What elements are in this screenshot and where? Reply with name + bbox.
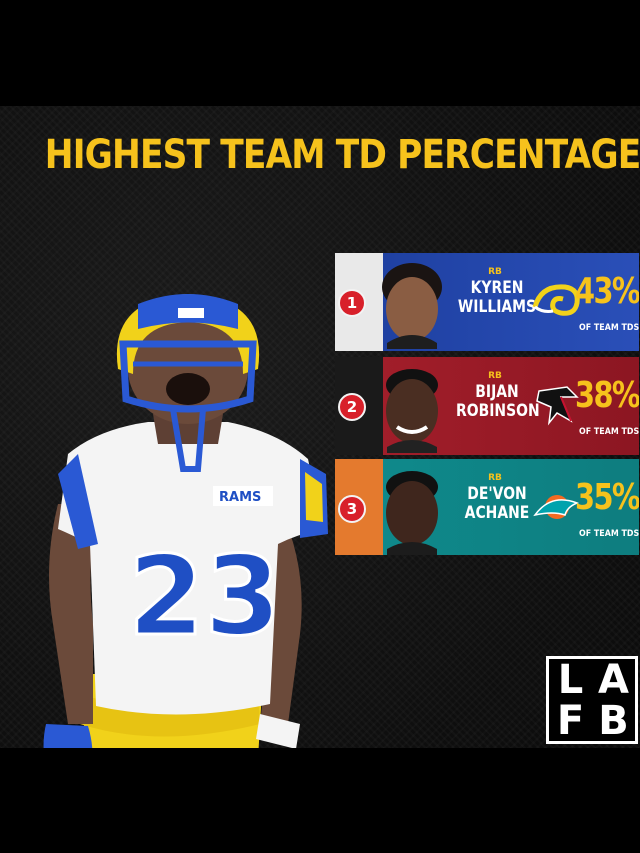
rank-badge: 3	[338, 495, 366, 523]
percentage-subtitle: OF TEAM TDS	[579, 427, 639, 437]
brand-logo-letter: B	[598, 697, 629, 744]
player-headshot	[382, 263, 442, 349]
jersey-number: 23	[128, 532, 281, 660]
graphic-canvas: HIGHEST TEAM TD PERCENTAGE 23 RAMS	[0, 106, 640, 748]
rank-badge: 1	[338, 289, 366, 317]
row-background	[335, 357, 639, 455]
row-background	[335, 459, 639, 555]
player-headshot	[386, 471, 438, 555]
brand-logo: L A F B	[546, 656, 638, 744]
player-last-name: ACHANE	[464, 503, 530, 523]
ranking-row-3: 3 RB DE'VON ACHANE 35% OF TEAM TDS	[335, 459, 639, 555]
brand-logo-letter: L	[557, 656, 584, 703]
percentage-subtitle: OF TEAM TDS	[579, 323, 639, 333]
player-last-name: WILLIAMS	[457, 297, 537, 317]
brand-logo-letter: A	[598, 656, 629, 703]
ranking-row-1: 1 RB KYREN WILLIAMS 43% OF TEAM TDS	[335, 253, 639, 351]
player-illustration: 23 RAMS	[43, 294, 328, 748]
player-last-name: ROBINSON	[456, 401, 540, 421]
percentage-subtitle: OF TEAM TDS	[579, 529, 639, 539]
player-position: RB	[488, 371, 502, 381]
player-name: DE'VON ACHANE	[456, 485, 538, 523]
td-percentage: 35%	[575, 477, 639, 518]
headline: HIGHEST TEAM TD PERCENTAGE	[44, 132, 640, 178]
player-name: BIJAN ROBINSON	[456, 382, 540, 421]
dolphin-logo-icon	[533, 495, 580, 519]
player-position: RB	[488, 473, 502, 483]
rank-badge: 2	[338, 393, 366, 421]
player-headshot	[386, 369, 438, 453]
player-first-name: DE'VON	[467, 484, 527, 504]
brand-logo-letter: F	[556, 697, 585, 744]
td-percentage: 38%	[575, 375, 639, 416]
rams-horn-logo-icon	[532, 284, 580, 316]
jersey-team-text: RAMS	[219, 490, 261, 505]
player-name: KYREN WILLIAMS	[456, 279, 538, 317]
player-first-name: BIJAN	[475, 382, 519, 402]
player-position: RB	[488, 267, 502, 277]
player-first-name: KYREN	[470, 278, 524, 298]
ranking-panel: 1 RB KYREN WILLIAMS 43% OF TEAM TDS 2	[335, 253, 639, 555]
td-percentage: 43%	[575, 271, 639, 312]
falcon-logo-icon	[536, 386, 579, 426]
row-background	[335, 253, 639, 351]
ranking-row-2: 2 RB BIJAN ROBINSON 38% OF TEAM TDS	[335, 357, 639, 455]
